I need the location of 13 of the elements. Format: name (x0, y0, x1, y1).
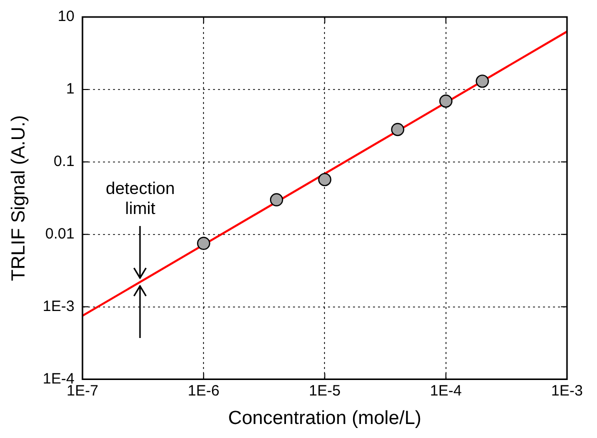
x-axis-title: Concentration (mole/L) (228, 408, 422, 429)
x-tick-label: 1E-4 (430, 382, 462, 400)
x-tick-label: 1E-3 (551, 382, 583, 400)
y-tick-label: 0.01 (45, 225, 74, 242)
x-tick-label: 1E-6 (188, 382, 220, 400)
y-tick-label: 1 (66, 80, 74, 98)
y-tick-label: 0.1 (54, 153, 74, 170)
y-tick-label: 10 (58, 8, 74, 26)
annotation: detection limit (106, 178, 175, 218)
y-tick-label: 1E-3 (42, 298, 74, 315)
y-axis-title: TRLIF Signal (A.U.) (8, 115, 30, 281)
x-tick-label: 1E-5 (308, 382, 341, 400)
x-tick-label: 1E-7 (66, 382, 98, 400)
